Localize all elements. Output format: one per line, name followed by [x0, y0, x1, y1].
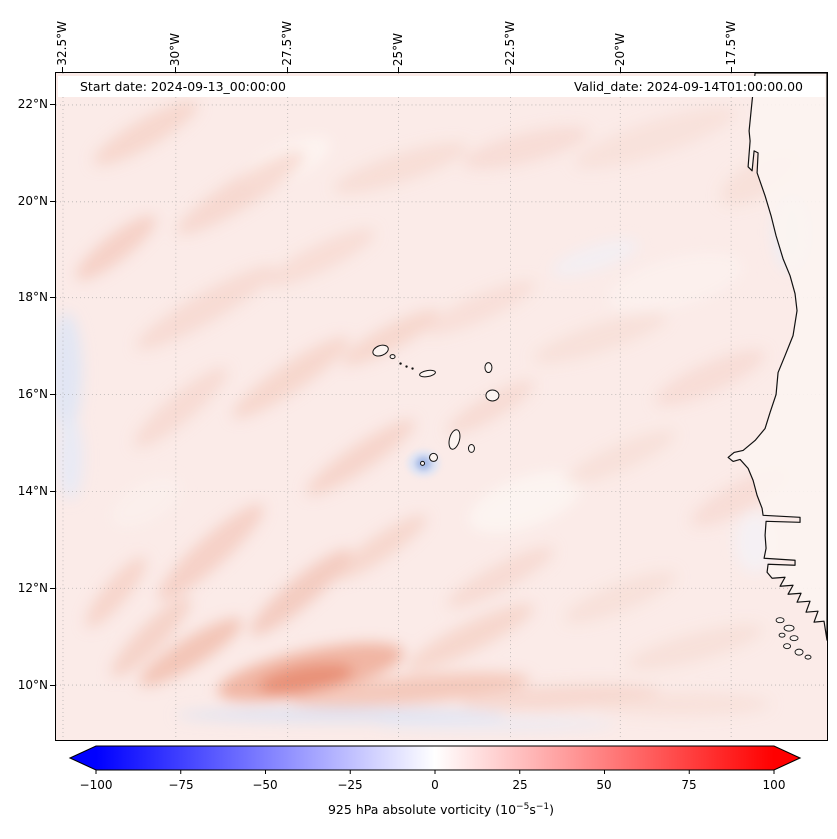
vorticity-map	[56, 73, 827, 740]
axis-tick	[50, 491, 55, 493]
lon-tick-label: 27.5°W	[280, 21, 294, 66]
axis-tick	[510, 67, 512, 72]
axis-tick	[50, 104, 55, 106]
colorbar-tick-label: −100	[79, 778, 113, 792]
axis-tick	[50, 588, 55, 590]
axis-tick	[620, 67, 622, 72]
colorbar-axis-label: 925 hPa absolute vorticity (10−5s−1)	[327, 802, 554, 818]
vorticity-shading	[56, 100, 811, 731]
lat-tick-label: 22°N	[17, 97, 48, 111]
axis-tick	[731, 67, 733, 72]
lat-tick-label: 20°N	[17, 194, 48, 208]
bijagos-islands	[775, 617, 812, 660]
lon-tick-label: 25°W	[391, 32, 405, 66]
lon-tick-label: 32.5°W	[55, 21, 69, 66]
colorbar	[68, 745, 802, 774]
colorbar-tick-label: 50	[596, 778, 612, 792]
axis-tick	[62, 67, 64, 72]
cape-verde-islands	[372, 344, 500, 466]
lon-tick-label: 22.5°W	[503, 21, 517, 66]
lon-tick-label: 30°W	[168, 32, 182, 66]
colorbar-extend-max-arrow	[774, 746, 800, 770]
lat-tick-label: 10°N	[17, 678, 48, 692]
axis-tick	[50, 201, 55, 203]
colorbar-tick-label: −50	[252, 778, 278, 792]
colorbar-tick-label: 0	[431, 778, 439, 792]
colorbar-tick-label: 75	[681, 778, 697, 792]
axis-tick	[287, 67, 289, 72]
start-date-label: Start date: 2024-09-13_00:00:00	[80, 79, 286, 94]
lat-tick-label: 16°N	[17, 387, 48, 401]
valid-date-label: Valid_date: 2024-09-14T01:00:00.00	[573, 79, 803, 94]
colorbar-ticks	[95, 770, 775, 774]
graticule	[56, 73, 827, 740]
colorbar-tick-label: 25	[512, 778, 528, 792]
africa-coastline	[727, 73, 827, 641]
colorbar-tick-label: −25	[337, 778, 363, 792]
colorbar-extend-min-arrow	[70, 746, 96, 770]
colorbar-tick-label: 100	[762, 778, 786, 792]
lat-tick-label: 18°N	[17, 290, 48, 304]
title-band: Start date: 2024-09-13_00:00:00 Valid_da…	[58, 76, 825, 97]
axis-tick	[50, 685, 55, 687]
lon-tick-label: 17.5°W	[724, 21, 738, 66]
colorbar-gradient	[96, 746, 774, 770]
axis-tick	[175, 67, 177, 72]
axis-tick	[50, 394, 55, 396]
lon-tick-label: 20°W	[613, 32, 627, 66]
lat-tick-label: 14°N	[17, 484, 48, 498]
map-plot: Start date: 2024-09-13_00:00:00 Valid_da…	[55, 72, 828, 741]
lat-tick-label: 12°N	[17, 581, 48, 595]
colorbar-tick-label: −75	[168, 778, 194, 792]
axis-tick	[50, 297, 55, 299]
axis-tick	[398, 67, 400, 72]
